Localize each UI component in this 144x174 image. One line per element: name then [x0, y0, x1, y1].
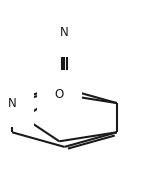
Text: O: O: [55, 88, 64, 101]
Text: N: N: [60, 26, 69, 39]
Text: N: N: [8, 97, 16, 110]
